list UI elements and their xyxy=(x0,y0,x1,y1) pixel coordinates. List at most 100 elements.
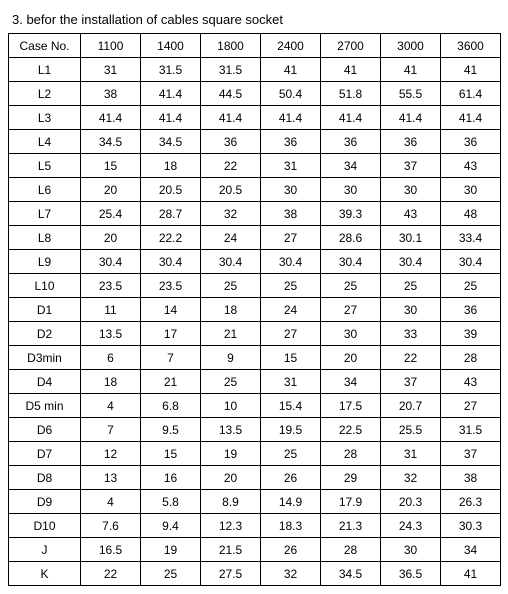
table-row: L725.428.7323839.34348 xyxy=(9,202,501,226)
cell-value: 17.5 xyxy=(321,394,381,418)
cell-value: 41.4 xyxy=(261,106,321,130)
cell-value: 36 xyxy=(201,130,261,154)
cell-value: 25 xyxy=(441,274,501,298)
cell-value: 18 xyxy=(201,298,261,322)
row-label: L9 xyxy=(9,250,81,274)
cell-value: 22 xyxy=(201,154,261,178)
row-label: L4 xyxy=(9,130,81,154)
cell-value: 21 xyxy=(141,370,201,394)
cell-value: 19.5 xyxy=(261,418,321,442)
cell-value: 30.3 xyxy=(441,514,501,538)
cell-value: 12.3 xyxy=(201,514,261,538)
cell-value: 30.4 xyxy=(261,250,321,274)
row-label: D2 xyxy=(9,322,81,346)
cell-value: 14.9 xyxy=(261,490,321,514)
table-row: L23841.444.550.451.855.561.4 xyxy=(9,82,501,106)
cell-value: 18.3 xyxy=(261,514,321,538)
cell-value: 14 xyxy=(141,298,201,322)
cell-value: 27 xyxy=(321,298,381,322)
cell-value: 27 xyxy=(261,322,321,346)
cell-value: 30 xyxy=(321,322,381,346)
cell-value: 41 xyxy=(261,58,321,82)
cell-value: 41.4 xyxy=(81,106,141,130)
cell-value: 20.3 xyxy=(381,490,441,514)
row-label: L6 xyxy=(9,178,81,202)
col-header-value: 3000 xyxy=(381,34,441,58)
table-row: K222527.53234.536.541 xyxy=(9,562,501,586)
cell-value: 30 xyxy=(321,178,381,202)
table-row: D813162026293238 xyxy=(9,466,501,490)
cell-value: 30 xyxy=(381,298,441,322)
cell-value: 28 xyxy=(321,442,381,466)
cell-value: 34 xyxy=(441,538,501,562)
cell-value: 31.5 xyxy=(441,418,501,442)
cell-value: 19 xyxy=(201,442,261,466)
table-row: D213.5172127303339 xyxy=(9,322,501,346)
cell-value: 41 xyxy=(381,58,441,82)
cell-value: 32 xyxy=(381,466,441,490)
cell-value: 26 xyxy=(261,466,321,490)
cell-value: 13 xyxy=(81,466,141,490)
table-row: D418212531343743 xyxy=(9,370,501,394)
row-label: L1 xyxy=(9,58,81,82)
cell-value: 7.6 xyxy=(81,514,141,538)
cell-value: 20.5 xyxy=(201,178,261,202)
cell-value: 30.1 xyxy=(381,226,441,250)
table-row: D712151925283137 xyxy=(9,442,501,466)
table-row: L515182231343743 xyxy=(9,154,501,178)
cell-value: 25.4 xyxy=(81,202,141,226)
cell-value: 41.4 xyxy=(201,106,261,130)
cell-value: 15 xyxy=(81,154,141,178)
cell-value: 37 xyxy=(381,154,441,178)
cell-value: 25 xyxy=(141,562,201,586)
cell-value: 4 xyxy=(81,394,141,418)
cell-value: 20 xyxy=(201,466,261,490)
cell-value: 20 xyxy=(321,346,381,370)
cell-value: 25.5 xyxy=(381,418,441,442)
row-label: D1 xyxy=(9,298,81,322)
cell-value: 25 xyxy=(201,370,261,394)
table-row: D679.513.519.522.525.531.5 xyxy=(9,418,501,442)
cell-value: 17 xyxy=(141,322,201,346)
cell-value: 10 xyxy=(201,394,261,418)
cell-value: 34.5 xyxy=(141,130,201,154)
cell-value: 8.9 xyxy=(201,490,261,514)
cell-value: 25 xyxy=(381,274,441,298)
cell-value: 30 xyxy=(261,178,321,202)
cell-value: 38 xyxy=(441,466,501,490)
cell-value: 25 xyxy=(321,274,381,298)
cell-value: 31 xyxy=(81,58,141,82)
cell-value: 41 xyxy=(441,562,501,586)
cell-value: 30 xyxy=(441,178,501,202)
cell-value: 31.5 xyxy=(201,58,261,82)
row-label: D5 min xyxy=(9,394,81,418)
cell-value: 48 xyxy=(441,202,501,226)
cell-value: 30 xyxy=(381,178,441,202)
cell-value: 38 xyxy=(81,82,141,106)
cell-value: 26 xyxy=(261,538,321,562)
cell-value: 22.2 xyxy=(141,226,201,250)
cell-value: 12 xyxy=(81,442,141,466)
cell-value: 25 xyxy=(201,274,261,298)
table-row: L1023.523.52525252525 xyxy=(9,274,501,298)
table-row: L930.430.430.430.430.430.430.4 xyxy=(9,250,501,274)
cell-value: 32 xyxy=(261,562,321,586)
cell-value: 37 xyxy=(381,370,441,394)
cell-value: 30.4 xyxy=(321,250,381,274)
table-row: L62020.520.530303030 xyxy=(9,178,501,202)
table-row: L82022.2242728.630.133.4 xyxy=(9,226,501,250)
cell-value: 33.4 xyxy=(441,226,501,250)
table-row: D945.88.914.917.920.326.3 xyxy=(9,490,501,514)
cell-value: 9 xyxy=(201,346,261,370)
cell-value: 30 xyxy=(381,538,441,562)
col-header-value: 1400 xyxy=(141,34,201,58)
cell-value: 7 xyxy=(141,346,201,370)
row-label: L7 xyxy=(9,202,81,226)
cell-value: 31 xyxy=(261,154,321,178)
cell-value: 39.3 xyxy=(321,202,381,226)
cell-value: 15.4 xyxy=(261,394,321,418)
col-header-case-no: Case No. xyxy=(9,34,81,58)
cell-value: 18 xyxy=(141,154,201,178)
cell-value: 20 xyxy=(81,226,141,250)
row-label: D9 xyxy=(9,490,81,514)
